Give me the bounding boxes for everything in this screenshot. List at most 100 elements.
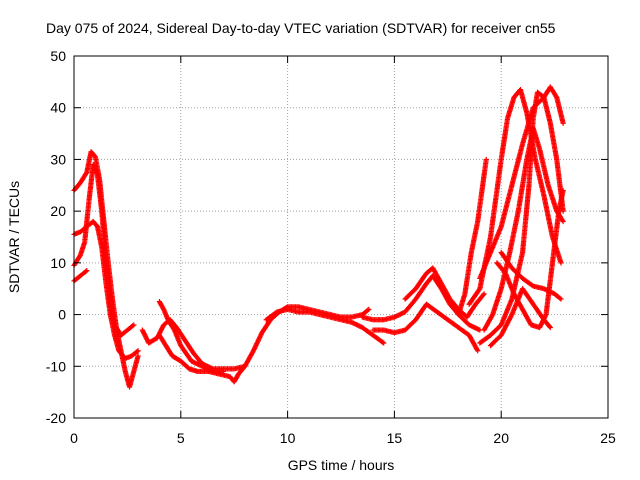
data-point-interp: [498, 287, 504, 293]
data-point-interp: [134, 349, 140, 355]
y-tick-label: -20: [46, 410, 66, 426]
y-tick-label: 0: [58, 307, 66, 323]
data-point-interp: [111, 321, 117, 327]
data-point-interp: [234, 373, 240, 379]
data-point-interp: [219, 368, 225, 375]
data-point-interp: [528, 281, 534, 288]
y-tick-label: -10: [46, 358, 66, 374]
data-point-interp: [508, 297, 514, 303]
data-point-interp: [471, 303, 477, 309]
x-tick-label: 0: [70, 430, 78, 446]
data-point-interp: [539, 285, 546, 291]
series-track-13: [455, 156, 489, 318]
data-point-interp: [461, 292, 468, 298]
data-point-interp: [83, 268, 89, 275]
series-track-6: [156, 332, 248, 385]
y-tick-label: 20: [50, 203, 66, 219]
data-point-interp: [365, 307, 371, 313]
data-point-interp: [82, 269, 88, 275]
data-point-interp: [539, 314, 545, 321]
data-point-interp: [474, 346, 480, 353]
data-point-interp: [390, 314, 396, 321]
y-tick-label: 30: [50, 151, 66, 167]
data-point-interp: [539, 96, 545, 102]
axis-ticks: 0 5 10 15 20 25 -20 -10 0 10 20 30 40 50: [46, 48, 616, 446]
chart-title: Day 075 of 2024, Sidereal Day-to-day VTE…: [46, 20, 556, 36]
data-point-interp: [326, 314, 332, 320]
data-point-interp: [130, 370, 137, 376]
series-track-20: [487, 286, 553, 349]
data-points: [71, 84, 566, 390]
data-point-interp: [529, 299, 535, 305]
data-point-interp: [553, 93, 559, 99]
data-point-interp: [273, 310, 279, 316]
data-point-interp: [368, 331, 374, 337]
data-point-interp: [159, 304, 166, 310]
data-point-interp: [560, 119, 566, 125]
series-track-12: [402, 265, 487, 320]
x-tick-label: 5: [177, 430, 185, 446]
data-point-interp: [111, 331, 117, 337]
data-point-interp: [76, 182, 82, 188]
y-tick-label: 10: [50, 255, 66, 271]
series-track-19: [498, 249, 564, 302]
y-axis-label: SDTVAR / TECUs: [6, 181, 22, 293]
data-point-interp: [480, 292, 486, 298]
data-point-interp: [479, 293, 486, 299]
series-track-16: [477, 84, 566, 281]
data-point-interp: [184, 364, 191, 370]
data-point-interp: [189, 348, 195, 354]
data-point-interp: [546, 323, 553, 330]
data-point-interp: [487, 251, 493, 257]
data-point-interp: [122, 329, 128, 335]
data-point-interp: [475, 288, 481, 294]
data-point-interp: [504, 116, 510, 123]
data-point-interp: [337, 316, 343, 323]
data-point-interp: [536, 145, 542, 151]
data-point-interp: [91, 152, 97, 158]
data-point-interp: [464, 320, 470, 326]
data-point-interp: [485, 334, 491, 340]
x-tick-label: 20: [493, 430, 509, 446]
data-point-interp: [422, 272, 428, 279]
data-point-interp: [411, 298, 417, 304]
data-point-interp: [83, 170, 89, 177]
data-point-interp: [476, 287, 482, 293]
data-point-interp: [542, 313, 549, 319]
data-point-interp: [498, 225, 504, 231]
data-point-interp: [181, 335, 187, 341]
data-point-interp: [176, 357, 182, 363]
data-point-interp: [496, 324, 502, 330]
data-point-interp: [557, 295, 563, 301]
data-point-interp: [272, 310, 278, 317]
series-track-3: [71, 162, 137, 338]
data-point-interp: [546, 322, 552, 329]
data-point-interp: [560, 189, 566, 195]
data-point-interp: [133, 349, 139, 356]
data-point-interp: [75, 274, 81, 281]
data-point-interp: [557, 258, 564, 265]
data-point-interp: [545, 181, 551, 187]
data-point-interp: [315, 311, 321, 317]
data-point-interp: [519, 142, 525, 148]
x-tick-label: 10: [280, 430, 296, 446]
data-point-interp: [453, 323, 459, 329]
series-track-7: [156, 299, 227, 375]
plot-frame: [73, 55, 609, 419]
data-point-interp: [476, 326, 482, 333]
series-track-11: [370, 301, 481, 354]
data-point-interp: [347, 319, 353, 325]
data-point-interp: [507, 263, 513, 269]
data-point-interp: [489, 313, 495, 319]
data-point-interp: [464, 331, 470, 337]
x-tick-label: 15: [387, 430, 403, 446]
data-point-interp: [135, 354, 141, 360]
data-point-interp: [129, 324, 135, 330]
data-point-interp: [556, 294, 562, 300]
y-tick-label: 40: [50, 100, 66, 116]
data-point-interp: [523, 108, 530, 115]
data-point-interp: [496, 334, 502, 340]
data-point-interp: [443, 315, 449, 321]
y-tick-label: 50: [50, 48, 66, 64]
